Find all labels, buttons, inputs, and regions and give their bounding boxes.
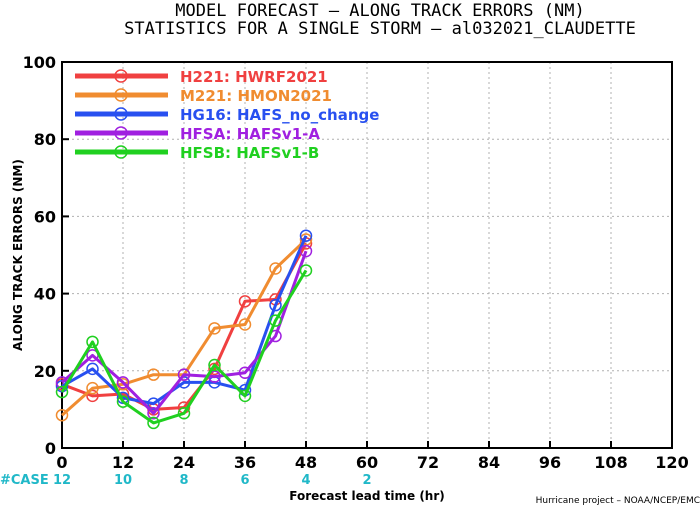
y-axis-label: ALONG TRACK ERRORS (NM) [11,159,25,351]
data-point [147,368,160,381]
x-tick-label: 108 [594,453,627,472]
data-point [238,318,252,331]
legend-label: HFSB: HAFSv1-B [180,144,319,162]
data-point [147,397,160,410]
y-tick-label: 20 [34,362,56,381]
data-point [299,229,313,242]
legend-marker [114,145,128,159]
axis-ticks: 0 12 24 36 48 60 72 84 96 108 120 0 20 40 60 80 100 [23,53,689,472]
x-tick-label: 96 [539,453,561,472]
data-point [299,264,313,277]
y-tick-label: 40 [34,285,56,304]
data-point [86,335,99,349]
chart-subtitle: STATISTICS FOR A SINGLE STORM – al032021… [124,19,636,39]
data-point [238,295,252,308]
legend-label: M221: HMON2021 [180,87,332,105]
legend-marker [114,107,128,121]
legend-marker [114,88,128,102]
legend-label: H221: HWRF2021 [180,68,328,86]
x-tick-label: 0 [56,453,67,472]
x-tick-label: 120 [655,453,688,472]
y-tick-label: 60 [34,207,56,226]
data-point [86,362,99,376]
case-count: 10 [114,473,132,488]
y-tick-label: 0 [45,439,56,458]
legend-marker [114,126,128,140]
case-count: 2 [362,473,371,488]
data-point [269,262,282,275]
data-point [177,368,191,381]
legend-label: HG16: HAFS_no_change [180,106,379,124]
credit-text: Hurricane project – NOAA/NCEP/EMC [536,496,700,506]
x-tick-label: 60 [356,453,378,472]
case-counts: 12 10 8 6 4 2 [53,473,372,488]
case-count: 4 [301,473,310,488]
x-tick-label: 72 [417,453,439,472]
x-tick-label: 84 [478,453,500,472]
data-point [299,244,313,258]
data-point [147,416,160,430]
data-point [116,395,130,408]
legend-label: HFSA: HAFSv1-A [180,125,320,143]
data-point [86,389,99,403]
data-point [86,381,99,395]
data-point [238,389,252,403]
data-point [55,385,69,399]
grid-lines [62,62,672,448]
data-point [269,298,282,312]
data-point [177,407,191,420]
y-tick-label: 80 [34,130,56,149]
data-point [269,314,282,327]
legend-marker [114,69,128,83]
x-tick-label: 36 [234,453,256,472]
data-point [208,358,221,372]
series-group [55,229,313,430]
y-tick-label: 100 [23,53,56,72]
case-label: #CASE [0,473,49,488]
data-point [238,366,252,379]
series-line [60,269,308,425]
data-point [147,407,160,420]
case-count: 6 [240,473,249,488]
case-count: 8 [179,473,188,488]
x-axis-label: Forecast lead time (hr) [289,489,445,503]
x-tick-label: 48 [295,453,317,472]
data-point [116,376,130,389]
x-tick-label: 12 [112,453,134,472]
chart-title: MODEL FORECAST – ALONG TRACK ERRORS (NM) [175,1,584,21]
data-point [55,408,69,422]
data-point [208,322,221,335]
x-tick-label: 24 [173,453,195,472]
series-line [61,235,308,406]
case-count: 12 [53,473,71,488]
